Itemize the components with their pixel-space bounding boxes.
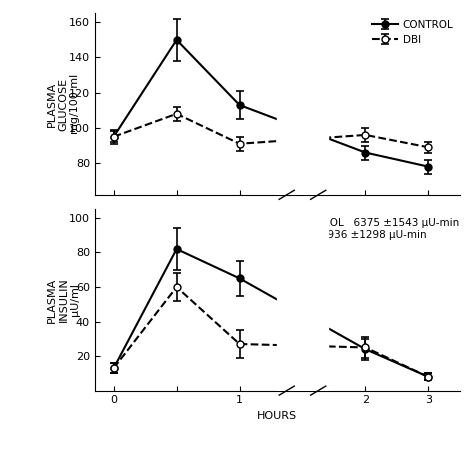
Text: CONTROL   6375 ±1543 μU-min
DBI   3936 ±1298 μU-min: CONTROL 6375 ±1543 μU-min DBI 3936 ±1298… [293, 218, 459, 239]
Y-axis label: PLASMA
GLUCOSE
mg/100 ml: PLASMA GLUCOSE mg/100 ml [46, 74, 80, 134]
Y-axis label: PLASMA
INSULIN
μU/ml: PLASMA INSULIN μU/ml [47, 277, 80, 322]
X-axis label: HOURS: HOURS [257, 411, 297, 421]
Bar [277, 13, 328, 195]
Bar [277, 209, 328, 391]
Legend: CONTROL, DBI: CONTROL, DBI [367, 16, 458, 49]
